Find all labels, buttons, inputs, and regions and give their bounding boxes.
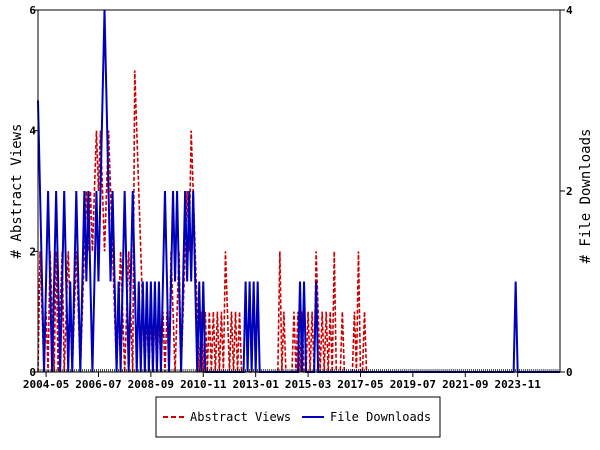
x-tick-label: 2004-05 xyxy=(23,378,69,391)
x-tick-label: 2010-11 xyxy=(180,378,227,391)
legend-box xyxy=(155,396,441,438)
x-tick-label: 2015-03 xyxy=(285,378,331,391)
y2-tick-label: 0 xyxy=(566,366,573,379)
x-tick-label: 2017-05 xyxy=(337,378,383,391)
y2-tick-label: 4 xyxy=(566,4,573,17)
plot-frame xyxy=(37,9,561,373)
y2-tick-label: 2 xyxy=(566,185,573,198)
x-tick-label: 2013-01 xyxy=(232,378,279,391)
x-tick-label: 2006-07 xyxy=(75,378,121,391)
legend-label-abstract-views: Abstract Views xyxy=(190,410,291,424)
x-tick-label: 2019-07 xyxy=(390,378,436,391)
legend-label-file-downloads: File Downloads xyxy=(330,410,431,424)
x-tick-label: 2023-11 xyxy=(494,378,541,391)
legend: Abstract Views File Downloads xyxy=(155,396,441,438)
x-tick-label: 2008-09 xyxy=(128,378,174,391)
y-tick-label: 4 xyxy=(29,125,36,138)
y2-axis-title: # File Downloads xyxy=(578,129,594,264)
y-tick-label: 6 xyxy=(29,4,36,17)
x-tick-label: 2021-09 xyxy=(442,378,488,391)
y-tick-label: 2 xyxy=(29,245,36,258)
y-axis-title: # Abstract Views xyxy=(9,124,25,259)
y-tick-label: 0 xyxy=(29,366,36,379)
